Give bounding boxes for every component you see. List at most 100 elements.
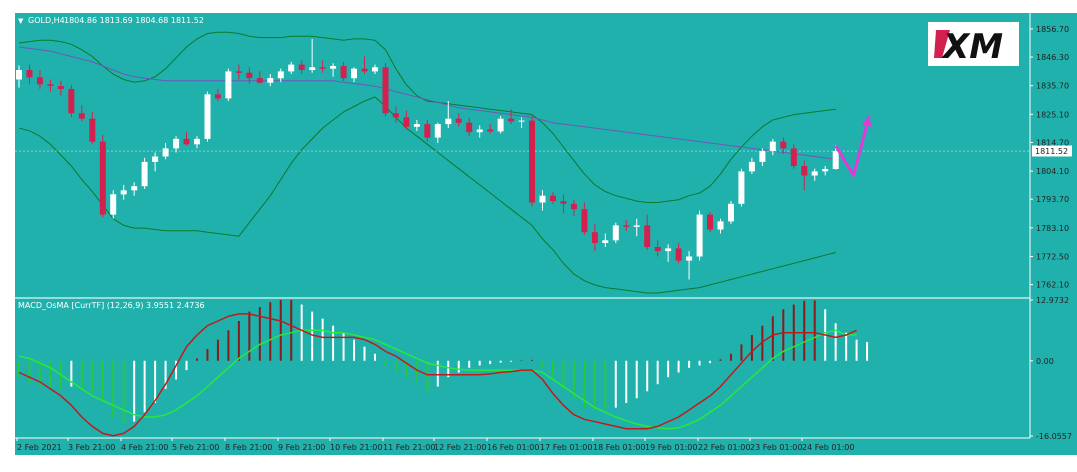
candle-bull <box>665 248 672 252</box>
axis-layer: 1856.70 1846.30 1835.70 1825.10 1814.70 1804.… <box>16 25 1072 452</box>
moving-average-line <box>18 46 836 160</box>
candle-bear <box>298 64 305 70</box>
xm-logo-mark <box>934 30 950 58</box>
candle-bull <box>351 68 357 79</box>
time-tick-label: 11 Feb 21:00 <box>383 443 435 452</box>
time-tick-label: 2 Feb 2021 <box>17 443 62 452</box>
candle-bull <box>717 221 724 230</box>
candle-bear <box>675 248 682 261</box>
time-tick-label: 10 Feb 21:00 <box>330 443 382 452</box>
candle-bull <box>696 214 703 257</box>
candle-bear <box>256 78 263 83</box>
candle-bull <box>173 138 180 149</box>
candle-bull <box>686 256 693 261</box>
candle-bull <box>152 156 159 162</box>
time-tick-label: 5 Feb 21:00 <box>172 443 219 452</box>
candle-bear <box>487 129 494 132</box>
price-tick-label: 1793.70 <box>1036 195 1069 204</box>
candle-bull <box>110 194 117 215</box>
candle-bear <box>99 141 106 215</box>
candle-bear <box>644 225 651 247</box>
candle-bear <box>68 88 75 114</box>
macd-signal-line <box>18 329 857 430</box>
candle-bear <box>707 214 713 230</box>
candle-bear <box>235 71 242 73</box>
candle-bear <box>466 122 473 133</box>
time-tick-label: 3 Feb 21:00 <box>68 443 115 452</box>
price-tick-label: 1835.70 <box>1036 82 1069 91</box>
macd-main-line <box>18 313 857 437</box>
candle-bull <box>372 67 378 72</box>
price-panel <box>15 31 1030 294</box>
price-tick-label: 1804.10 <box>1036 167 1069 176</box>
bollinger-lower-line <box>18 96 836 294</box>
time-tick-label: 17 Feb 01:00 <box>540 443 592 452</box>
price-tick-label: 1762.10 <box>1036 281 1069 290</box>
price-tick-label: 1783.10 <box>1036 224 1069 233</box>
candle-bull <box>162 148 169 157</box>
candle-bear <box>78 113 85 119</box>
price-tick-label: 1825.10 <box>1036 110 1069 119</box>
candle-bull <box>728 203 734 222</box>
ohlc-label: 1804.86 1813.69 1804.68 1811.52 <box>64 16 204 25</box>
candle-bull <box>518 120 525 122</box>
candle-bull <box>194 138 200 145</box>
candle-bull <box>288 64 295 72</box>
candle-bear <box>403 117 410 127</box>
candle-bear <box>57 86 64 89</box>
candle-bear <box>36 77 43 85</box>
bollinger-upper-line <box>18 31 836 203</box>
symbol-label: GOLD,H4 <box>28 16 65 25</box>
candle-bull <box>539 195 546 203</box>
candle-bull <box>267 78 274 83</box>
triangle-glyph: ▼ <box>18 17 24 25</box>
candle-bear <box>623 225 630 227</box>
candle-bear <box>361 68 368 72</box>
projection-arrow <box>834 115 871 177</box>
candle-bear <box>26 70 33 78</box>
time-tick-label: 12 Feb 21:00 <box>434 443 486 452</box>
candle-bear <box>340 66 347 79</box>
candle-bull <box>476 129 483 133</box>
candle-bear <box>780 141 787 149</box>
candle-bull <box>738 171 745 204</box>
candle-bear <box>214 94 221 99</box>
time-tick-label: 18 Feb 01:00 <box>593 443 645 452</box>
candle-bull <box>832 151 839 169</box>
time-tick-label: 9 Feb 21:00 <box>278 443 325 452</box>
candle-bear <box>581 209 588 233</box>
candle-bull <box>434 124 441 138</box>
candle-bull <box>748 161 755 172</box>
price-tick-label: 1772.50 <box>1036 253 1069 262</box>
candle-bear <box>382 67 389 114</box>
candle-bull <box>131 186 138 191</box>
candle-bear <box>424 124 431 138</box>
candle-bear <box>790 148 797 166</box>
candle-bull <box>413 124 420 127</box>
candle-bear <box>183 138 190 145</box>
candle-bear <box>591 232 598 243</box>
grid-layer <box>15 13 1031 439</box>
time-tick-label: 16 Feb 01:00 <box>487 443 539 452</box>
candle-bull <box>277 71 284 79</box>
candle-bull <box>204 94 211 139</box>
macd-tick-label: -16.0557 <box>1036 432 1072 441</box>
time-tick-label: 22 Feb 01:00 <box>698 443 750 452</box>
candle-bear <box>455 118 462 123</box>
candle-bull <box>120 190 127 195</box>
candle-bear <box>654 247 661 252</box>
candle-bull <box>141 161 148 187</box>
time-tick-label: 23 Feb 01:00 <box>750 443 802 452</box>
candle-bear <box>246 72 253 79</box>
candle-bull <box>769 141 776 152</box>
xm-logo: XM <box>928 22 1019 67</box>
candle-bull <box>497 118 504 132</box>
macd-tick-label: 12.9732 <box>1036 296 1069 305</box>
candle-bull <box>309 67 316 70</box>
xm-logo-text: XM <box>941 27 1003 67</box>
candle-bull <box>822 169 829 172</box>
candle-bear <box>570 203 577 210</box>
time-tick-label: 19 Feb 01:00 <box>645 443 697 452</box>
